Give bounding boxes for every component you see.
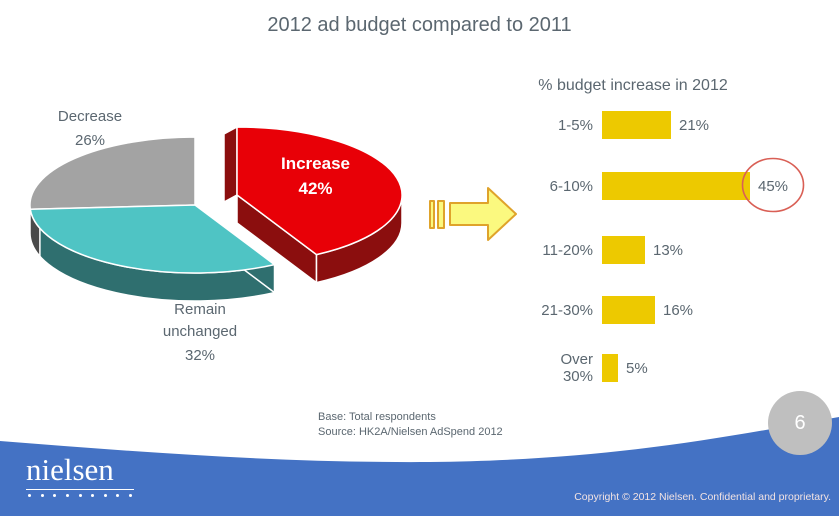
bar-row: 21-30% 16%: [500, 296, 693, 324]
bar-value-label: 21%: [679, 116, 710, 134]
pie-label-remain: Remain unchanged 32%: [145, 299, 255, 368]
bar-value-label: 13%: [653, 241, 684, 259]
bar-category-label: 11-20%: [542, 241, 593, 259]
pie-slice-decrease: [29, 136, 196, 211]
bar-value-label: 16%: [663, 301, 694, 319]
page-number: 6: [794, 411, 806, 434]
slide-title: 2012 ad budget compared to 2011: [267, 14, 572, 36]
bar-row: 6-10% 45%: [500, 172, 788, 200]
bar-category-label: 6-10%: [549, 177, 593, 195]
bar: [602, 172, 750, 200]
pie-slice-remain: [29, 204, 276, 274]
pie-cutface-increase-top: [223, 126, 238, 203]
nielsen-logo: nielsen: [26, 453, 134, 497]
nielsen-logo-text: nielsen: [26, 453, 134, 490]
bar-value-label: 5%: [626, 359, 648, 377]
bar-category-label: 1-5%: [557, 116, 593, 134]
base-note: Base: Total respondents: [318, 411, 436, 423]
pie-label-decrease-text: Decrease: [57, 108, 123, 125]
striped-right-arrow-icon: [429, 187, 517, 241]
pie-chart: [29, 126, 403, 302]
pie-label-increase: Increase 42%: [243, 151, 388, 201]
bar: [602, 296, 655, 324]
pie-label-increase-value: 42%: [298, 179, 333, 198]
bar: [602, 236, 645, 264]
nielsen-logo-dots: [26, 494, 132, 497]
footnotes: Base: Total respondents Source: HK2A/Nie…: [318, 410, 503, 439]
page-number-badge: 6: [768, 391, 832, 455]
pie-label-decrease-value: 26%: [74, 132, 106, 149]
pie-slice-increase: [236, 126, 403, 256]
pie-label-remain-value: 32%: [184, 347, 216, 364]
bar-row: 11-20% 13%: [500, 236, 683, 264]
pie-label-increase-text: Increase: [281, 154, 350, 173]
pie-label-decrease: Decrease 26%: [30, 105, 150, 153]
footer-band: [0, 417, 839, 516]
copyright-text: Copyright © 2012 Nielsen. Confidential a…: [574, 491, 831, 503]
bar-row: Over 30% 5%: [500, 351, 648, 385]
bar: [602, 354, 618, 382]
bar-row: 1-5% 21%: [500, 111, 709, 139]
bar-category-label: 21-30%: [541, 301, 593, 319]
bar-category-label: Over 30%: [560, 351, 593, 385]
source-note: Source: HK2A/Nielsen AdSpend 2012: [318, 425, 503, 438]
bar-chart-title: % budget increase in 2012: [538, 77, 728, 94]
bar-value-label: 45%: [758, 177, 789, 195]
highlight-circle-icon: [741, 157, 805, 213]
bar: [602, 111, 671, 139]
pie-label-remain-text: Remain unchanged: [162, 301, 238, 340]
